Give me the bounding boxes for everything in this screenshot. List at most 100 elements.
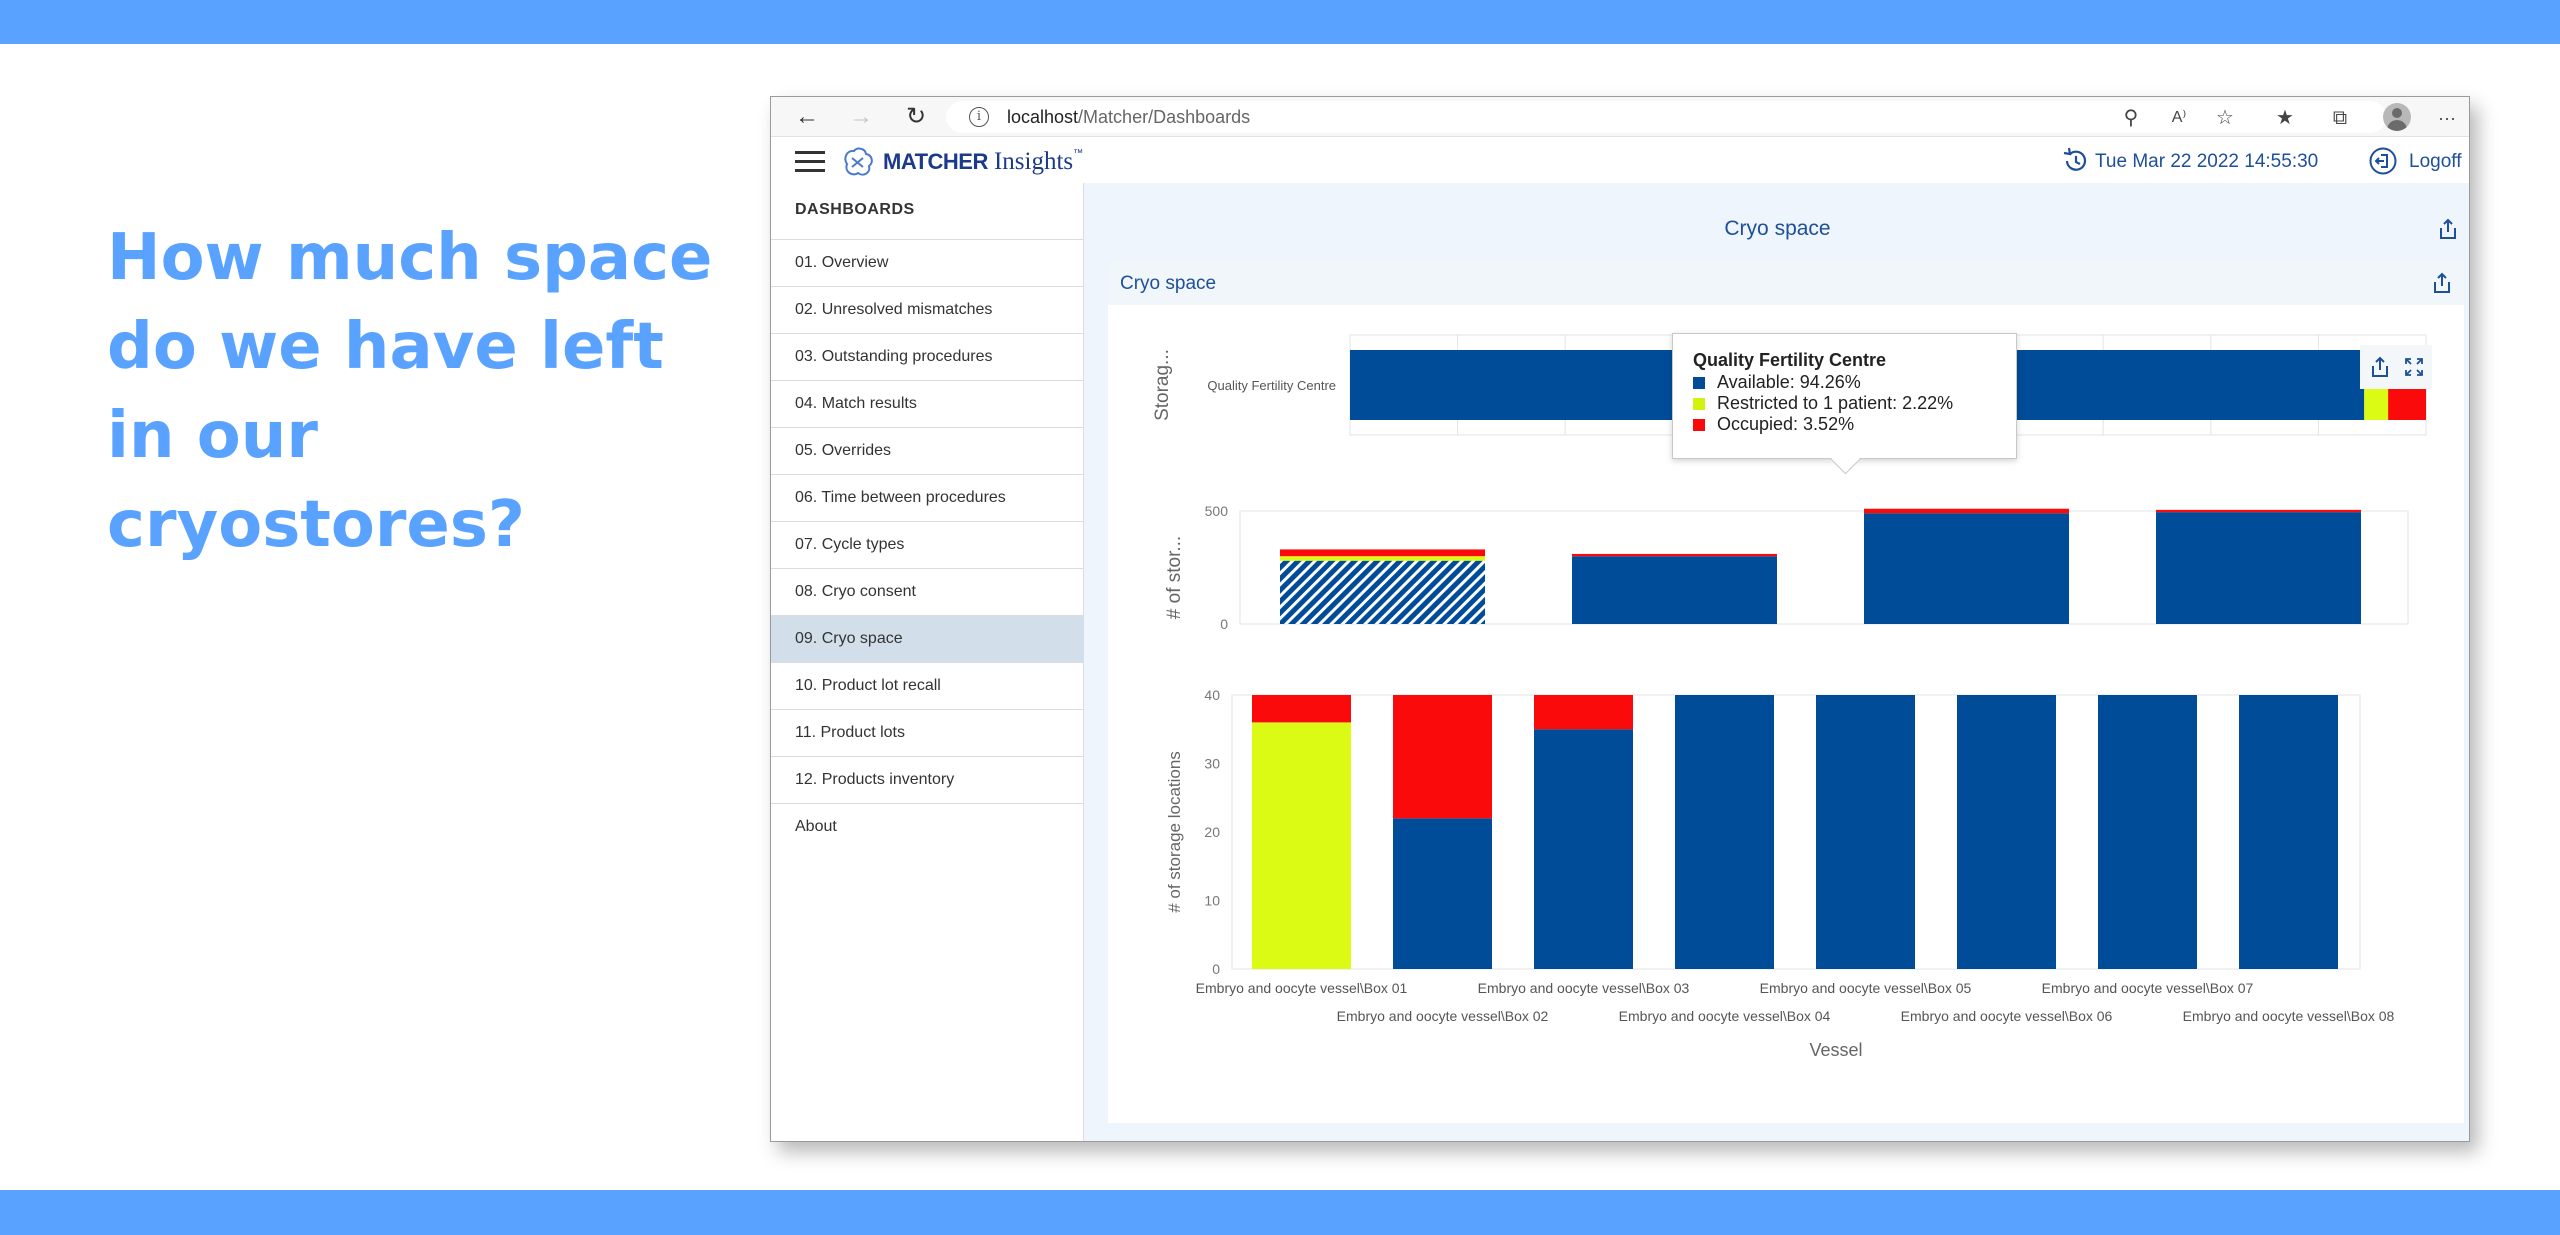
slide-headline: How much space do we have left in our cr…: [107, 221, 713, 562]
sidebar-item-cycle-types[interactable]: 07. Cycle types: [771, 521, 1084, 568]
chart3-x-tick-label: Embryo and oocyte vessel\Box 03: [1478, 980, 1690, 996]
hamburger-menu-icon[interactable]: [795, 151, 827, 173]
chart2-bar-2-available: [1572, 556, 1777, 624]
app-header: MATCHER Insights™ Tue Mar 22 2022 14:55:…: [771, 137, 2469, 183]
sidebar-item-overrides[interactable]: 05. Overrides: [771, 427, 1084, 474]
history-clock-icon: [2063, 147, 2087, 171]
chart3-bar-box2-occupied: [1393, 695, 1492, 819]
sidebar-list: 01. Overview 02. Unresolved mismatches 0…: [771, 239, 1084, 850]
chart3-bar-box3-available: [1534, 729, 1633, 969]
chart3-x-tick-label: Embryo and oocyte vessel\Box 08: [2183, 1008, 2395, 1024]
chart3-bar-box1-occupied: [1252, 695, 1351, 723]
top-accent-band: [0, 0, 2560, 44]
logoff-icon[interactable]: [2368, 146, 2398, 176]
chart3-y-tick-label: 20: [1204, 824, 1220, 840]
tooltip-row-occupied: Occupied: 3.52%: [1693, 414, 1996, 435]
collections-icon[interactable]: ⧉: [2332, 107, 2348, 129]
browser-window: ← → ↻ i localhost/Matcher/Dashboards ⚲ A…: [770, 96, 2470, 1142]
cryo-space-panel: Cryo space Quality Fertility Centre Stora…: [1108, 261, 2464, 1123]
sidebar-item-outstanding-procedures[interactable]: 03. Outstanding procedures: [771, 333, 1084, 380]
chart3-y-tick-label: 30: [1204, 756, 1220, 772]
share-dashboard-icon[interactable]: [2436, 217, 2460, 241]
chart-toolbar: [2360, 345, 2432, 389]
chart3-x-tick-label: Embryo and oocyte vessel\Box 05: [1760, 980, 1972, 996]
chart3-bar-box3-occupied: [1534, 695, 1633, 730]
dashboard-main: Cryo space Cryo space Qual: [1084, 183, 2469, 1141]
chart-tooltip: Quality Fertility Centre Available: 94.2…: [1672, 333, 2017, 459]
chart2-y-axis-label: # of stor...: [1164, 536, 1185, 619]
read-aloud-icon[interactable]: A⁾: [2171, 109, 2187, 126]
chart3-x-axis-label: Vessel: [1809, 1040, 1862, 1060]
tooltip-row-available: Available: 94.26%: [1693, 372, 1996, 393]
chart1-y-axis-label: Storag...: [1152, 349, 1173, 421]
chart2-bar-3-occupied: [1864, 508, 2069, 514]
favorites-icon[interactable]: ★: [2276, 107, 2294, 129]
chart3-bar-box6-available: [1957, 695, 2056, 969]
chart2-bar-1-restricted: [1280, 556, 1485, 561]
sidebar-item-product-lots[interactable]: 11. Product lots: [771, 709, 1084, 756]
chart3-bar-box1-restricted: [1252, 722, 1351, 969]
sidebar-item-match-results[interactable]: 04. Match results: [771, 380, 1084, 427]
sidebar-item-products-inventory[interactable]: 12. Products inventory: [771, 756, 1084, 803]
dashboards-sidebar: DASHBOARDS 01. Overview 02. Unresolved m…: [771, 183, 1084, 1141]
sidebar-item-about[interactable]: About: [771, 803, 1084, 850]
chart2-bar-1-available: [1280, 560, 1485, 624]
logoff-link[interactable]: Logoff: [2409, 151, 2462, 172]
share-panel-icon[interactable]: [2430, 271, 2454, 295]
chart3-x-tick-label: Embryo and oocyte vessel\Box 06: [1901, 1008, 2113, 1024]
chart3-x-tick-label: Embryo and oocyte vessel\Box 07: [2042, 980, 2254, 996]
panel-title: Cryo space: [1120, 273, 1217, 294]
chart3-x-tick-label: Embryo and oocyte vessel\Box 04: [1619, 1008, 1831, 1024]
chart3-bar-box4-available: [1675, 695, 1774, 969]
more-menu-icon[interactable]: ···: [2438, 108, 2456, 128]
url-text[interactable]: localhost/Matcher/Dashboards: [1007, 107, 1250, 128]
sidebar-item-overview[interactable]: 01. Overview: [771, 239, 1084, 286]
url-host: localhost: [1007, 107, 1079, 127]
chart3-bar-box5-available: [1816, 695, 1915, 969]
panel-header: Cryo space: [1108, 261, 2464, 305]
app-logo[interactable]: MATCHER Insights™: [883, 148, 1084, 175]
chart3-bar-box8-available: [2239, 695, 2338, 969]
chart2-bar-3-available: [1864, 513, 2069, 624]
key-icon[interactable]: ⚲: [2123, 107, 2139, 129]
chart3-y-tick-label: 40: [1204, 687, 1220, 703]
refresh-icon[interactable]: ↻: [905, 103, 927, 130]
fullscreen-icon[interactable]: [2402, 355, 2426, 379]
chart2-y-tick-label: 0: [1220, 616, 1228, 632]
chart3-y-tick-label: 10: [1204, 893, 1220, 909]
chart2-bar-2-occupied: [1572, 553, 1777, 557]
chart-storage-by-vessel-group: 0 500 # of stor...: [1164, 503, 2409, 632]
chart3-y-tick-label: 0: [1212, 961, 1220, 977]
chart2-bar-1-occupied: [1280, 549, 1485, 557]
bottom-accent-band: [0, 1190, 2560, 1235]
sidebar-title: DASHBOARDS: [795, 201, 915, 218]
chart1-category-label: Quality Fertility Centre: [1207, 378, 1336, 393]
chart2-y-tick-label: 500: [1205, 503, 1229, 519]
sidebar-item-unresolved-mismatches[interactable]: 02. Unresolved mismatches: [771, 286, 1084, 333]
sidebar-item-cryo-consent[interactable]: 08. Cryo consent: [771, 568, 1084, 615]
back-icon[interactable]: ←: [795, 103, 819, 130]
sidebar-item-product-lot-recall[interactable]: 10. Product lot recall: [771, 662, 1084, 709]
chart3-bar-box2-available: [1393, 818, 1492, 969]
chart3-bar-box7-available: [2098, 695, 2197, 969]
sidebar-item-time-between-procedures[interactable]: 06. Time between procedures: [771, 474, 1084, 521]
chart2-bar-4-occupied: [2156, 509, 2361, 513]
address-bar[interactable]: [946, 101, 2386, 133]
tooltip-title: Quality Fertility Centre: [1693, 350, 1887, 370]
browser-toolbar: ← → ↻ i localhost/Matcher/Dashboards ⚲ A…: [771, 97, 2469, 137]
chart3-x-tick-label: Embryo and oocyte vessel\Box 02: [1337, 1008, 1549, 1024]
dashboard-title: Cryo space: [1724, 217, 1831, 240]
forward-icon: →: [849, 103, 873, 130]
add-favorite-icon[interactable]: ☆: [2216, 107, 2234, 129]
sidebar-item-cryo-space[interactable]: 09. Cryo space: [771, 615, 1084, 662]
chart2-bar-4-available: [2156, 512, 2361, 624]
share-chart-icon[interactable]: [2368, 355, 2392, 379]
profile-avatar[interactable]: [2383, 103, 2411, 131]
site-info-icon[interactable]: i: [969, 107, 989, 127]
matcher-logo-icon: [844, 147, 873, 176]
chart3-x-tick-label: Embryo and oocyte vessel\Box 01: [1196, 980, 1408, 996]
chart-storage-by-box: 0 10 20 30 40 Embryo and oocyte vessel\Box 01…: [1165, 687, 2395, 1060]
chart3-y-axis-label: # of storage locations: [1165, 751, 1184, 913]
tooltip-row-restricted: Restricted to 1 patient: 2.22%: [1693, 393, 1996, 414]
current-datetime: Tue Mar 22 2022 14:55:30: [2095, 151, 2319, 172]
